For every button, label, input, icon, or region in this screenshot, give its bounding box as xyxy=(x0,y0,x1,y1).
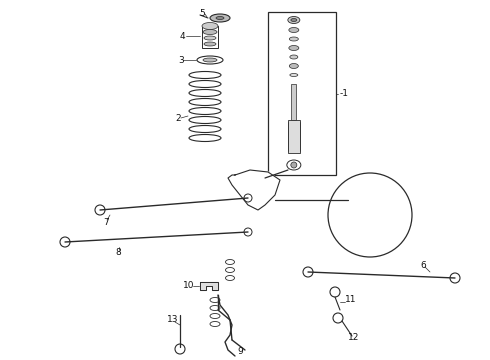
Ellipse shape xyxy=(289,45,299,50)
Ellipse shape xyxy=(290,55,298,59)
Ellipse shape xyxy=(202,22,218,30)
Text: 2: 2 xyxy=(175,113,181,122)
Ellipse shape xyxy=(204,42,216,46)
Bar xyxy=(288,120,300,153)
Text: 3: 3 xyxy=(178,55,184,64)
Ellipse shape xyxy=(203,58,217,62)
Ellipse shape xyxy=(290,73,298,77)
Text: 13: 13 xyxy=(167,315,178,324)
Ellipse shape xyxy=(203,30,217,35)
Ellipse shape xyxy=(210,14,230,22)
Ellipse shape xyxy=(289,63,298,68)
Text: 10: 10 xyxy=(183,282,195,291)
Polygon shape xyxy=(200,282,218,290)
Text: 9: 9 xyxy=(237,347,243,356)
Text: 8: 8 xyxy=(115,248,121,257)
Text: -1: -1 xyxy=(340,89,349,98)
Text: 6: 6 xyxy=(420,261,426,270)
Circle shape xyxy=(291,162,297,168)
Ellipse shape xyxy=(288,17,300,23)
Ellipse shape xyxy=(291,18,297,22)
Polygon shape xyxy=(228,170,280,210)
Ellipse shape xyxy=(216,17,224,19)
Text: 12: 12 xyxy=(348,333,359,342)
Text: 4: 4 xyxy=(180,32,186,41)
Bar xyxy=(292,84,296,120)
Bar xyxy=(202,26,218,48)
Ellipse shape xyxy=(289,27,299,32)
Text: 11: 11 xyxy=(345,296,357,305)
Bar xyxy=(268,12,336,175)
Ellipse shape xyxy=(289,37,298,41)
Text: 5: 5 xyxy=(199,9,205,18)
Text: 7: 7 xyxy=(103,217,109,226)
Ellipse shape xyxy=(204,36,216,40)
